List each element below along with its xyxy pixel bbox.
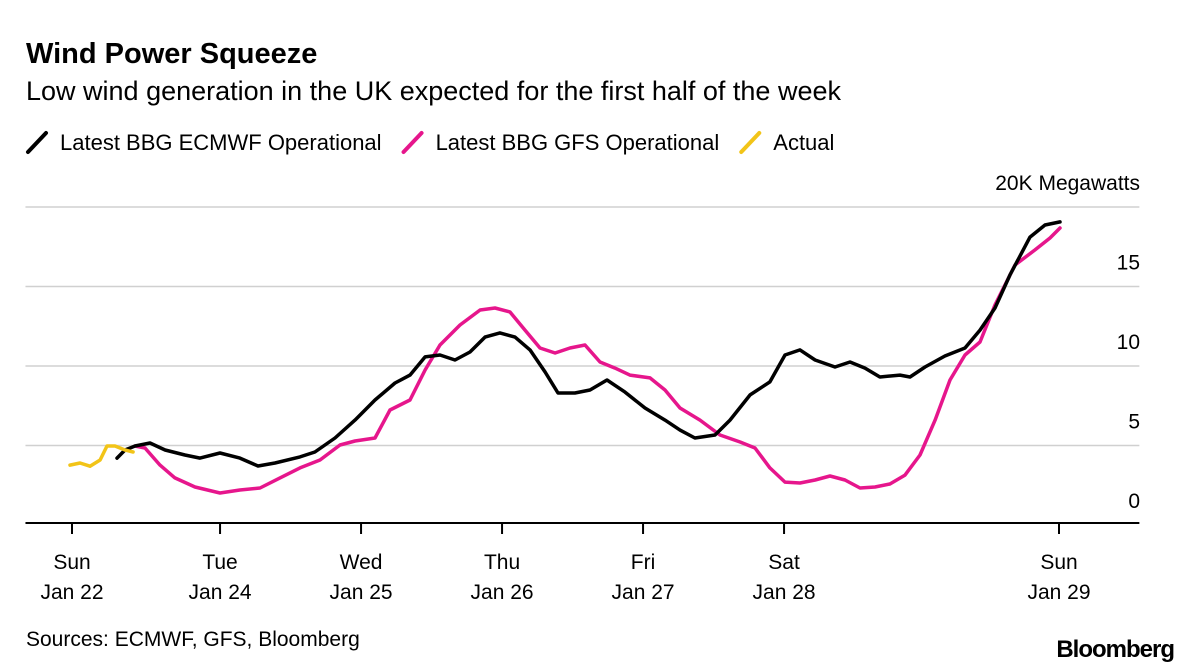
x-tick-label: Tue <box>202 551 237 574</box>
series-line <box>115 220 1062 468</box>
y-tick-label: 0 <box>1128 490 1140 513</box>
series-line <box>68 444 135 468</box>
y-tick-label: 5 <box>1128 411 1140 434</box>
chart-title: Wind Power Squeeze <box>26 38 317 70</box>
legend-swatch <box>401 131 424 154</box>
x-tick-date: Jan 22 <box>40 581 103 604</box>
x-tick-date: Jan 26 <box>471 581 534 604</box>
x-tick-label: Fri <box>631 551 656 574</box>
x-tick-date: Jan 25 <box>330 581 393 604</box>
x-tick-label: Wed <box>340 551 383 574</box>
x-tick-date: Jan 28 <box>753 581 816 604</box>
legend-label: Latest BBG GFS Operational <box>436 130 720 155</box>
x-tick-date: Jan 29 <box>1027 581 1090 604</box>
x-tick-label: Sun <box>53 551 90 574</box>
source: Sources: ECMWF, GFS, Bloomberg <box>26 628 360 651</box>
x-tick-date: Jan 27 <box>612 581 675 604</box>
brand: Bloomberg <box>1056 636 1174 663</box>
x-tick-date: Jan 24 <box>189 581 252 604</box>
y-tick-label: 15 <box>1117 252 1140 275</box>
x-tick-label: Sun <box>1040 551 1077 574</box>
legend-label: Latest BBG ECMWF Operational <box>60 130 382 155</box>
x-tick-label: Sat <box>768 551 800 574</box>
y-tick-label: 20K Megawatts <box>995 172 1140 195</box>
chart-subtitle: Low wind generation in the UK expected f… <box>26 76 841 106</box>
legend-swatch <box>739 131 762 154</box>
x-tick-label: Thu <box>484 551 520 574</box>
legend-swatch <box>26 131 48 154</box>
series-line <box>133 226 1062 495</box>
y-tick-label: 10 <box>1117 331 1140 354</box>
legend: Latest BBG ECMWF Operational Latest BBG G… <box>26 130 834 155</box>
legend-label: Actual <box>773 130 834 155</box>
